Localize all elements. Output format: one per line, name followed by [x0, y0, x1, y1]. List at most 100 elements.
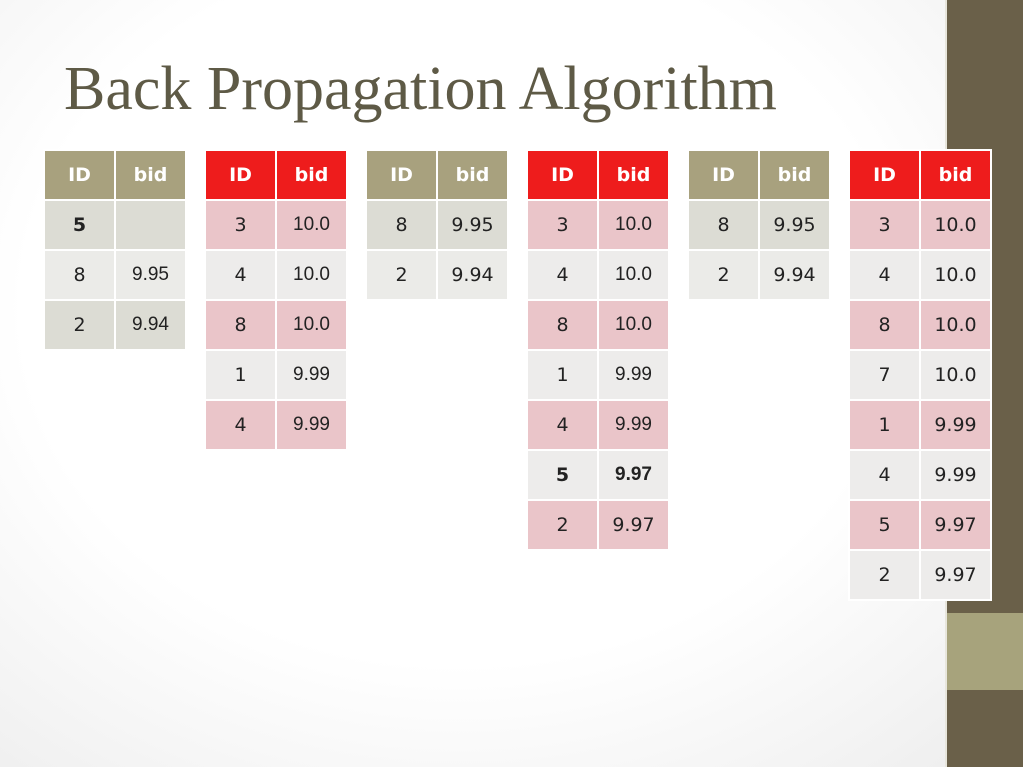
cell-id: 2 — [365, 249, 438, 301]
table-row: 3 10.0 — [204, 199, 348, 251]
table-header-id: ID — [687, 149, 760, 201]
cell-id: 1 — [848, 399, 921, 451]
cell-bid: 10.0 — [597, 249, 670, 301]
table-row: 2 9.97 — [526, 499, 670, 551]
table-header-row: ID bid — [687, 149, 831, 201]
table-row: 8 9.95 — [365, 199, 509, 251]
cell-id: 1 — [204, 349, 277, 401]
side-decoration-block — [947, 613, 1023, 690]
cell-id: 4 — [526, 249, 599, 301]
cell-bid: 9.94 — [758, 249, 831, 301]
cell-bid: 10.0 — [919, 299, 992, 351]
cell-bid: 9.97 — [597, 449, 670, 501]
cell-bid: 10.0 — [597, 199, 670, 251]
cell-id: 8 — [848, 299, 921, 351]
cell-bid: 9.97 — [597, 499, 670, 551]
cell-id: 4 — [204, 399, 277, 451]
table-row: 1 9.99 — [204, 349, 348, 401]
table-row: 4 10.0 — [848, 249, 992, 301]
table-row: 3 10.0 — [848, 199, 992, 251]
table-header-row: ID bid — [526, 149, 670, 201]
table-row: 8 10.0 — [848, 299, 992, 351]
cell-bid: 9.94 — [436, 249, 509, 301]
table-row: 5 9.97 — [848, 499, 992, 551]
table-header-bid: bid — [758, 149, 831, 201]
cell-id: 8 — [204, 299, 277, 351]
cell-bid: 9.99 — [275, 399, 348, 451]
table-header-row: ID bid — [43, 149, 187, 201]
table-row: 2 9.97 — [848, 549, 992, 601]
cell-bid: 10.0 — [919, 349, 992, 401]
cell-bid: 9.95 — [758, 199, 831, 251]
cell-bid: 10.0 — [275, 299, 348, 351]
cell-bid: 9.99 — [597, 349, 670, 401]
cell-id: 8 — [43, 249, 116, 301]
table-row: 8 9.95 — [687, 199, 831, 251]
bid-table-1: ID bid 5 8 9.95 2 9.94 — [43, 149, 187, 351]
table-row: 4 9.99 — [848, 449, 992, 501]
cell-id: 2 — [526, 499, 599, 551]
cell-id: 4 — [204, 249, 277, 301]
table-header-row: ID bid — [848, 149, 992, 201]
table-row: 8 10.0 — [204, 299, 348, 351]
table-header-id: ID — [526, 149, 599, 201]
cell-bid: 9.95 — [114, 249, 187, 301]
table-row: 8 9.95 — [43, 249, 187, 301]
cell-id: 2 — [43, 299, 116, 351]
table-header-bid: bid — [275, 149, 348, 201]
table-row: 2 9.94 — [687, 249, 831, 301]
cell-bid: 10.0 — [597, 299, 670, 351]
cell-bid: 10.0 — [919, 249, 992, 301]
table-row: 5 9.97 — [526, 449, 670, 501]
table-header-id: ID — [365, 149, 438, 201]
cell-bid — [114, 199, 187, 251]
bid-table-5: ID bid 8 9.95 2 9.94 — [687, 149, 831, 301]
table-row: 8 10.0 — [526, 299, 670, 351]
cell-id: 8 — [526, 299, 599, 351]
slide-title: Back Propagation Algorithm — [64, 55, 777, 123]
cell-bid: 9.99 — [919, 399, 992, 451]
table-row: 5 — [43, 199, 187, 251]
table-header-id: ID — [848, 149, 921, 201]
table-header-row: ID bid — [365, 149, 509, 201]
table-row: 2 9.94 — [365, 249, 509, 301]
table-header-id: ID — [204, 149, 277, 201]
cell-bid: 9.97 — [919, 499, 992, 551]
cell-id: 5 — [848, 499, 921, 551]
table-row: 1 9.99 — [848, 399, 992, 451]
cell-id: 7 — [848, 349, 921, 401]
bid-table-6: ID bid 3 10.0 4 10.0 8 10.0 7 10.0 1 9.9… — [848, 149, 992, 601]
cell-bid: 9.94 — [114, 299, 187, 351]
table-row: 2 9.94 — [43, 299, 187, 351]
cell-bid: 9.99 — [597, 399, 670, 451]
cell-id: 5 — [526, 449, 599, 501]
cell-id: 2 — [848, 549, 921, 601]
cell-bid: 9.95 — [436, 199, 509, 251]
cell-id: 3 — [526, 199, 599, 251]
cell-id: 2 — [687, 249, 760, 301]
bid-table-3: ID bid 8 9.95 2 9.94 — [365, 149, 509, 301]
cell-id: 1 — [526, 349, 599, 401]
cell-id: 4 — [848, 449, 921, 501]
cell-id: 3 — [204, 199, 277, 251]
table-row: 4 10.0 — [204, 249, 348, 301]
table-header-row: ID bid — [204, 149, 348, 201]
cell-id: 4 — [526, 399, 599, 451]
cell-bid: 9.97 — [919, 549, 992, 601]
cell-bid: 9.99 — [919, 449, 992, 501]
cell-bid: 10.0 — [275, 249, 348, 301]
table-header-bid: bid — [114, 149, 187, 201]
cell-id: 8 — [687, 199, 760, 251]
cell-id: 3 — [848, 199, 921, 251]
table-row: 7 10.0 — [848, 349, 992, 401]
table-header-bid: bid — [919, 149, 992, 201]
table-row: 1 9.99 — [526, 349, 670, 401]
cell-id: 4 — [848, 249, 921, 301]
table-row: 3 10.0 — [526, 199, 670, 251]
bid-table-2: ID bid 3 10.0 4 10.0 8 10.0 1 9.99 4 9.9… — [204, 149, 348, 451]
table-header-bid: bid — [436, 149, 509, 201]
table-row: 4 9.99 — [526, 399, 670, 451]
cell-bid: 10.0 — [919, 199, 992, 251]
cell-bid: 9.99 — [275, 349, 348, 401]
cell-bid: 10.0 — [275, 199, 348, 251]
